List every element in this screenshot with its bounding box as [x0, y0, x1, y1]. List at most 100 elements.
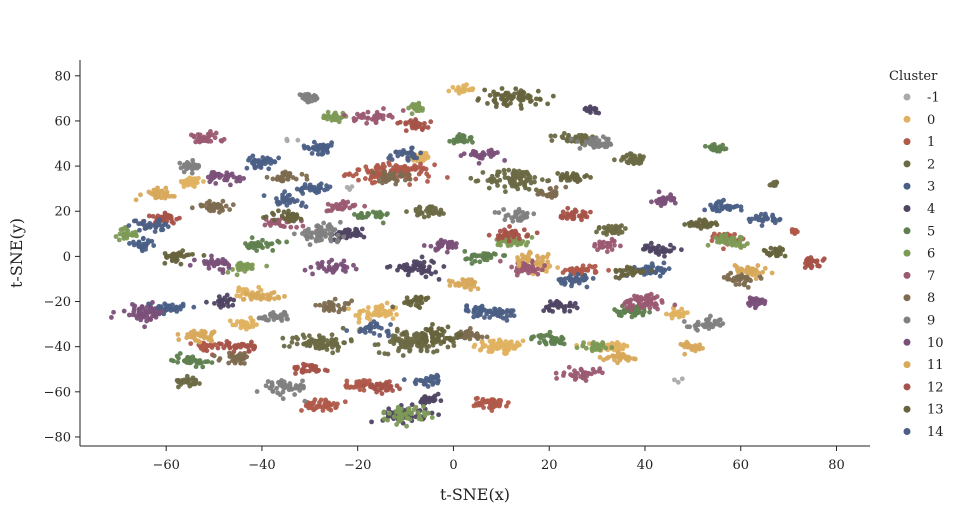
scatter-point-cluster-9: [271, 317, 277, 322]
scatter-point-cluster-6: [718, 232, 724, 238]
scatter-point-cluster-2: [533, 187, 539, 193]
scatter-point-cluster-9: [492, 209, 498, 215]
scatter-point-cluster-11: [269, 290, 274, 296]
scatter-point-cluster-2: [396, 336, 402, 342]
scatter-point-cluster-7: [597, 241, 603, 247]
scatter-point-cluster-14: [759, 223, 765, 228]
scatter-point-cluster-2: [281, 343, 287, 349]
scatter-point-cluster-3: [159, 305, 164, 311]
scatter-point-cluster-1: [473, 396, 479, 402]
y-axis-label: t-SNE(y): [7, 218, 26, 288]
scatter-point-cluster-2: [468, 175, 474, 181]
scatter-point-cluster-2: [513, 175, 519, 181]
scatter-point-cluster-8: [549, 190, 554, 196]
scatter-point-cluster-12: [226, 341, 231, 347]
legend-title: Cluster: [889, 69, 938, 84]
scatter-point-cluster-2: [335, 344, 340, 349]
scatter-point-cluster-7: [553, 370, 559, 376]
scatter-point-cluster-2: [190, 381, 196, 386]
scatter-point-cluster-13: [508, 95, 514, 101]
scatter-point-cluster-8: [745, 277, 751, 283]
scatter-point-cluster-13: [508, 100, 513, 106]
scatter-point-cluster-9: [191, 165, 197, 171]
scatter-point-cluster-5: [488, 255, 494, 261]
scatter-point-cluster-11: [685, 341, 691, 347]
scatter-point-cluster-13: [526, 94, 532, 99]
scatter-point-cluster-2: [526, 186, 532, 192]
scatter-point-cluster-5: [492, 251, 498, 257]
scatter-point-cluster-8: [479, 334, 485, 340]
scatter-point-cluster-0: [487, 347, 493, 353]
scatter-point-cluster-4: [671, 245, 677, 251]
scatter-point-cluster-11: [692, 345, 698, 351]
scatter-point-cluster-9: [272, 313, 278, 318]
scatter-point-cluster-0: [356, 316, 362, 321]
scatter-point-cluster-13: [416, 301, 422, 307]
scatter-point-cluster-7: [205, 131, 211, 137]
scatter-point-cluster-7: [609, 247, 615, 252]
scatter-point-cluster-13: [701, 222, 706, 228]
scatter-point-cluster-12: [588, 209, 593, 215]
scatter-point-cluster-14: [487, 315, 493, 320]
scatter-point-cluster-6: [225, 269, 231, 275]
scatter-point-cluster-10: [210, 261, 216, 267]
scatter-point-cluster-6: [118, 227, 124, 233]
scatter-point-cluster-14: [367, 328, 373, 334]
scatter-point-cluster-2: [413, 208, 419, 214]
scatter-point-cluster-0: [356, 319, 362, 325]
scatter-point-cluster-7: [509, 264, 514, 270]
scatter-point-cluster-0: [455, 84, 461, 90]
scatter-point-cluster-2: [385, 351, 391, 357]
scatter-point-cluster-13: [550, 93, 556, 99]
scatter-point-cluster-5: [260, 245, 265, 251]
scatter-point-cluster-3: [661, 260, 667, 266]
scatter-point-cluster-0: [506, 344, 512, 350]
scatter-point-cluster-7: [659, 300, 665, 305]
scatter-point-cluster-4: [587, 107, 593, 113]
scatter-point-cluster-11: [275, 294, 281, 300]
scatter-point-cluster-8: [207, 207, 212, 213]
scatter-point-cluster-1: [505, 400, 511, 405]
scatter-point-cluster-9: [514, 214, 519, 220]
scatter-point-cluster-13: [430, 339, 435, 345]
scatter-point-cluster-2: [517, 176, 523, 181]
scatter-point-cluster-9: [516, 208, 522, 214]
scatter-point-cluster-3: [657, 273, 663, 279]
scatter-point-cluster-4: [212, 300, 217, 306]
scatter-point-cluster-14: [281, 196, 287, 202]
scatter-point-cluster-2: [398, 344, 404, 350]
scatter-point-cluster-0: [502, 351, 508, 356]
legend-marker: [903, 138, 911, 146]
scatter-point-cluster-12: [245, 343, 250, 348]
scatter-point-cluster-6: [737, 238, 743, 243]
scatter-point-cluster-7: [601, 239, 607, 245]
scatter-point-cluster-14: [287, 192, 292, 198]
scatter-point-cluster-3: [710, 207, 716, 213]
scatter-point-cluster-7: [278, 223, 283, 229]
scatter-point-cluster-1: [342, 399, 348, 405]
scatter-point-cluster-6: [325, 109, 331, 115]
scatter-point-cluster-8: [406, 171, 411, 177]
scatter-point-cluster-2: [438, 210, 444, 215]
scatter-point-cluster-7: [581, 375, 587, 381]
scatter-point-cluster-12: [377, 383, 383, 389]
scatter-point-cluster-7: [672, 302, 678, 308]
scatter-point-cluster-8: [211, 353, 217, 359]
scatter-point-cluster-10: [435, 246, 441, 252]
scatter-point-cluster-1: [709, 238, 715, 244]
scatter-point-cluster-10: [137, 306, 142, 312]
scatter-point-cluster-5: [647, 309, 653, 315]
scatter-point-cluster-10: [428, 243, 434, 249]
scatter-point-cluster-4: [574, 305, 580, 311]
scatter-point-cluster-4: [554, 298, 560, 304]
scatter-point-cluster-12: [219, 341, 224, 347]
scatter-point-cluster-14: [373, 322, 379, 328]
scatter-point-cluster-8: [198, 202, 204, 208]
scatter-point-cluster-9: [263, 383, 269, 389]
scatter-point-cluster-11: [468, 287, 474, 292]
scatter-point-cluster-13: [178, 261, 184, 267]
scatter-point-cluster-14: [261, 193, 267, 199]
scatter-point-cluster-5: [267, 241, 273, 247]
legend-item-9: 9: [903, 314, 935, 329]
scatter-point-cluster-13: [519, 106, 524, 111]
